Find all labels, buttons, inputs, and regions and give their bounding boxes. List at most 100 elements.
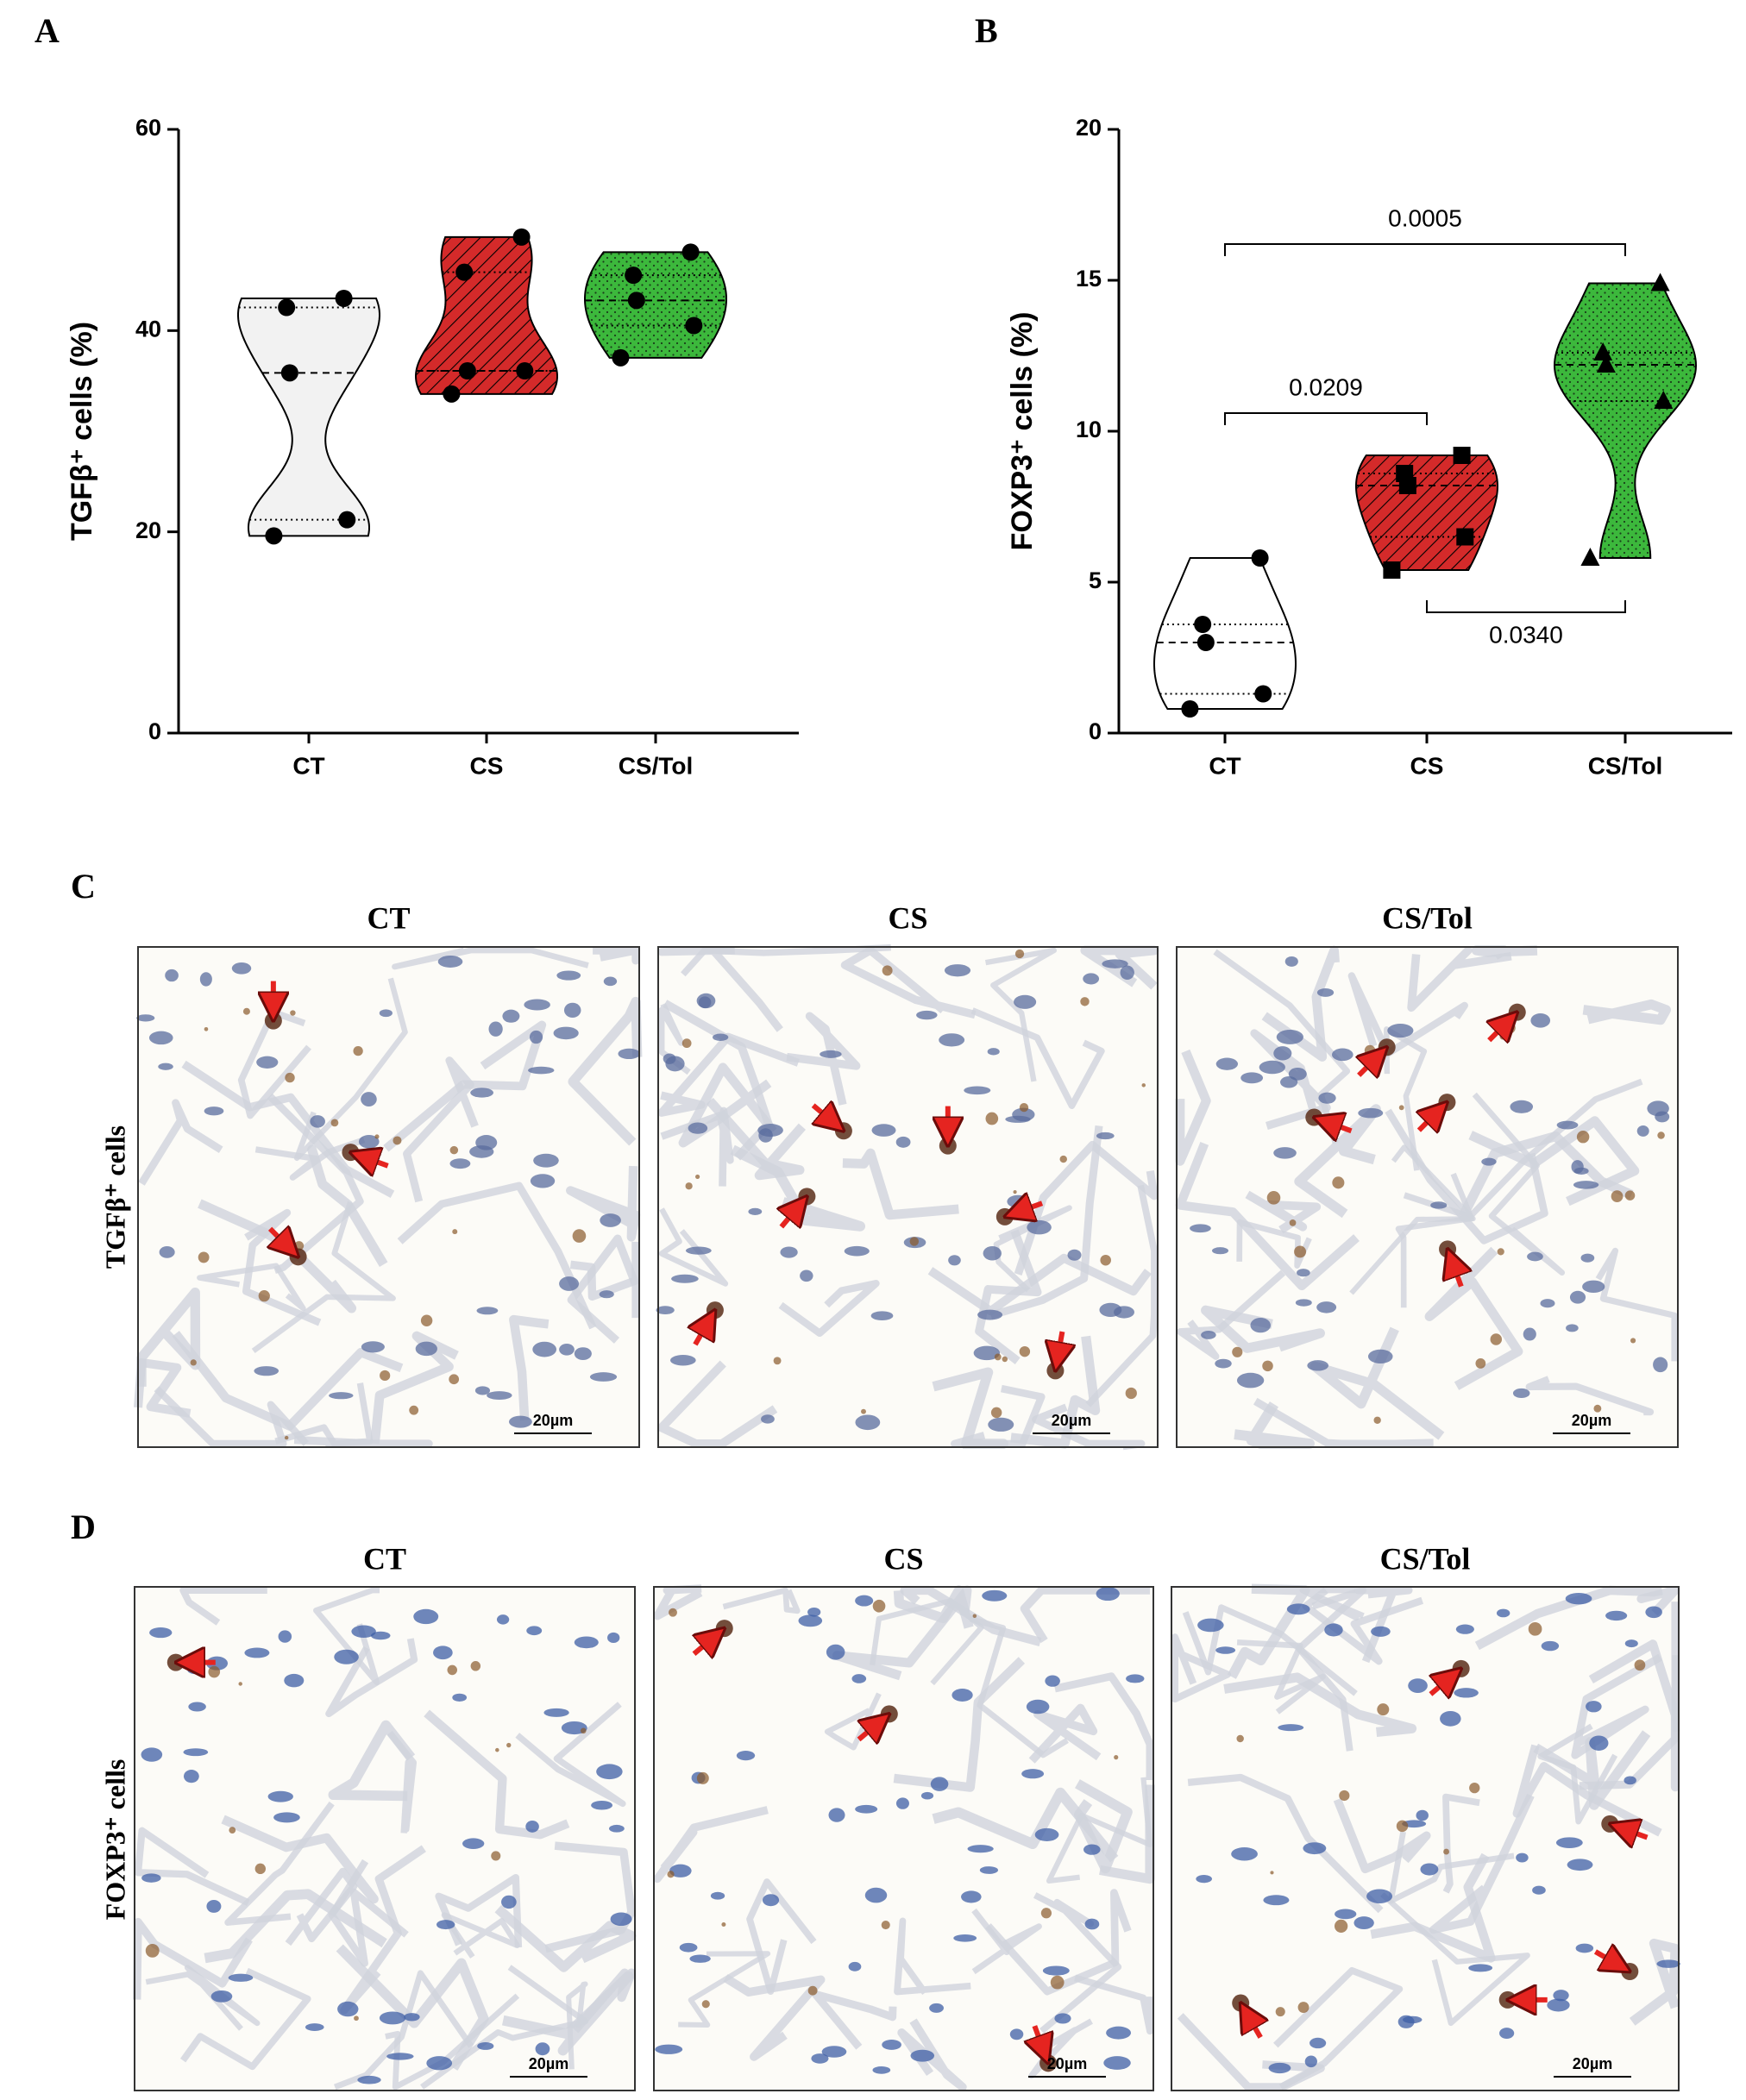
stain xyxy=(1262,1360,1273,1372)
stained-cell xyxy=(1438,1094,1456,1112)
nucleus xyxy=(436,1920,455,1930)
nucleus xyxy=(1012,1107,1035,1122)
nucleus xyxy=(1636,1125,1649,1137)
nucleus xyxy=(1556,1120,1579,1130)
arrow xyxy=(270,1229,288,1247)
stain xyxy=(1499,1033,1506,1040)
nucleus xyxy=(979,1866,999,1874)
alveolar-wall xyxy=(1571,1653,1662,1759)
arrow xyxy=(694,1637,713,1653)
stained-cell xyxy=(1621,1963,1639,1980)
nucleus xyxy=(599,1290,614,1299)
violin-pattern xyxy=(416,236,557,394)
alveolar-wall xyxy=(989,1125,1103,1320)
nucleus xyxy=(848,1961,862,1971)
nucleus xyxy=(574,1636,599,1649)
alveolar-wall xyxy=(1099,1784,1155,1884)
stain xyxy=(330,1119,339,1127)
nucleus xyxy=(559,1343,575,1356)
nucleus xyxy=(1268,2062,1291,2074)
nucleus xyxy=(1420,1863,1439,1876)
nucleus xyxy=(379,1009,393,1018)
nucleus xyxy=(267,1790,293,1802)
nucleus xyxy=(1499,2028,1515,2040)
alveolar-wall xyxy=(197,1263,306,1312)
nucleus xyxy=(1565,1593,1592,1605)
nucleus xyxy=(488,1021,503,1037)
alveolar-wall xyxy=(1370,1852,1496,1963)
nucleus xyxy=(1645,1606,1662,1619)
p-value: 0.0005 xyxy=(1388,204,1462,231)
alveolar-wall xyxy=(678,1951,771,2028)
nucleus xyxy=(433,1646,453,1660)
stain xyxy=(685,1182,693,1190)
stain xyxy=(409,1405,419,1415)
nucleus xyxy=(1416,1809,1429,1821)
alveolar-wall xyxy=(593,946,640,965)
nucleus xyxy=(1367,1349,1393,1363)
arrow xyxy=(1247,2015,1260,2039)
nucleus xyxy=(1126,1674,1145,1683)
alveolar-wall xyxy=(1033,1892,1122,2034)
nucleus xyxy=(1263,1895,1290,1906)
stain xyxy=(208,1665,221,1678)
nucleus xyxy=(1653,1357,1668,1373)
alveolar-wall xyxy=(1201,1305,1325,1353)
stain xyxy=(1050,1975,1065,1990)
nucleus xyxy=(762,1894,780,1907)
alveolar-wall xyxy=(566,1165,641,1242)
alveolar-wall xyxy=(1403,1078,1643,1220)
nucleus xyxy=(973,1345,1001,1361)
stain xyxy=(696,1771,709,1784)
arrow xyxy=(1430,1677,1450,1694)
nucleus xyxy=(607,1632,620,1644)
alveolar-wall xyxy=(840,946,977,1019)
alveolar-wall xyxy=(1187,1773,1384,1914)
violin-outline xyxy=(1355,454,1498,571)
nucleus xyxy=(895,1797,909,1809)
nucleus xyxy=(1120,965,1134,981)
nucleus xyxy=(136,1014,155,1022)
row-label: FOXP3⁺ cells xyxy=(99,1759,130,1921)
stain xyxy=(572,1229,587,1243)
nucleus xyxy=(665,1056,685,1072)
stain xyxy=(242,1007,250,1015)
nucleus xyxy=(811,2053,829,2064)
nucleus xyxy=(1278,1724,1304,1732)
nucleus xyxy=(204,1106,224,1116)
arrow xyxy=(782,1207,798,1227)
stain xyxy=(972,1614,977,1618)
stain xyxy=(1497,1248,1504,1256)
data-point xyxy=(1453,447,1471,464)
comparison-bracket xyxy=(1224,412,1428,425)
alveolar-wall xyxy=(1407,946,1512,1012)
nucleus xyxy=(910,2049,935,2062)
micrograph-bg xyxy=(658,947,1158,1447)
nucleus xyxy=(254,1366,279,1376)
nucleus xyxy=(916,1010,938,1020)
stain xyxy=(1014,949,1025,959)
data-point xyxy=(455,263,474,281)
nucleus xyxy=(1527,1251,1543,1262)
micrograph: 20µm xyxy=(133,946,643,1448)
alveolar-wall xyxy=(254,1137,366,1181)
x-tick-label: CT xyxy=(292,752,324,779)
nucleus xyxy=(1496,1608,1510,1618)
stain xyxy=(1443,1848,1450,1855)
alveolar-wall xyxy=(1512,1744,1662,1837)
stain xyxy=(198,1251,210,1263)
nucleus xyxy=(530,1174,556,1188)
nucleus xyxy=(1318,1092,1336,1104)
stain xyxy=(1232,1346,1243,1357)
data-point xyxy=(1593,342,1613,360)
violin-outline xyxy=(236,298,381,537)
nucleus xyxy=(188,1702,206,1712)
nucleus xyxy=(1569,1290,1586,1304)
data-point xyxy=(1251,549,1269,567)
stain xyxy=(285,1072,295,1083)
alveolar-wall xyxy=(1177,2013,1325,2091)
nucleus xyxy=(1589,1735,1609,1751)
stained-cell xyxy=(798,1188,816,1206)
data-point xyxy=(443,385,461,403)
stain xyxy=(353,1045,363,1056)
